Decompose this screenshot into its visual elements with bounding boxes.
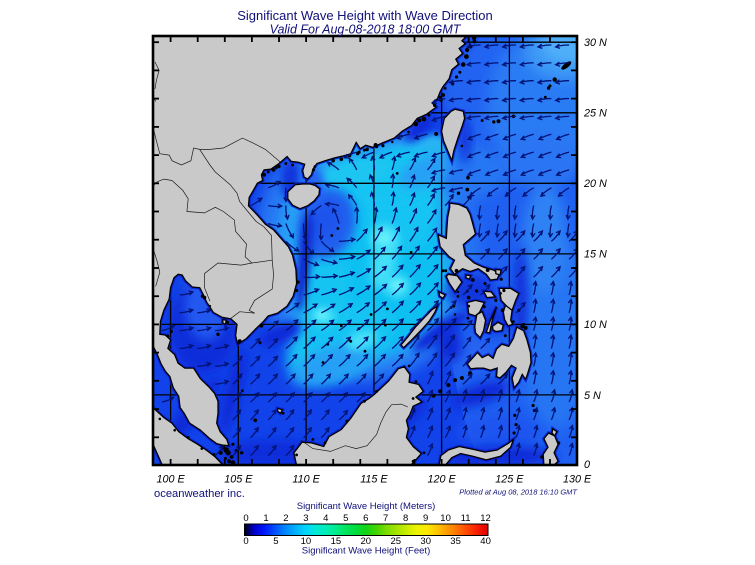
svg-text:6: 6 — [363, 513, 368, 524]
svg-text:25: 25 — [391, 536, 402, 547]
svg-text:40: 40 — [480, 536, 491, 547]
svg-text:8: 8 — [403, 513, 408, 524]
svg-text:7: 7 — [383, 513, 388, 524]
svg-text:5: 5 — [343, 513, 348, 524]
svg-text:Valid For Aug-08-2018 18:00 GM: Valid For Aug-08-2018 18:00 GMT — [270, 23, 462, 37]
svg-text:Significant Wave Height (Feet): Significant Wave Height (Feet) — [302, 546, 430, 557]
svg-text:25 N: 25 N — [583, 108, 607, 120]
svg-text:3: 3 — [303, 513, 308, 524]
svg-text:20: 20 — [361, 536, 372, 547]
svg-text:9: 9 — [423, 513, 428, 524]
svg-text:15: 15 — [331, 536, 342, 547]
svg-text:125 E: 125 E — [495, 474, 524, 486]
svg-text:105 E: 105 E — [224, 474, 253, 486]
svg-text:120 E: 120 E — [427, 474, 456, 486]
svg-text:oceanweather inc.: oceanweather inc. — [154, 488, 245, 500]
svg-text:0: 0 — [243, 536, 248, 547]
svg-text:2: 2 — [283, 513, 288, 524]
svg-text:1: 1 — [263, 513, 268, 524]
svg-text:Significant Wave Height with W: Significant Wave Height with Wave Direct… — [237, 8, 493, 23]
svg-text:5: 5 — [273, 536, 278, 547]
svg-text:4: 4 — [323, 513, 328, 524]
svg-text:11: 11 — [461, 513, 471, 524]
svg-text:0: 0 — [584, 459, 590, 471]
svg-text:Significant Wave Height (Meter: Significant Wave Height (Meters) — [297, 501, 436, 512]
svg-text:Plotted at Aug 08, 2018 16:10: Plotted at Aug 08, 2018 16:10 GMT — [459, 488, 578, 497]
svg-text:110 E: 110 E — [292, 474, 320, 486]
svg-text:10: 10 — [440, 513, 451, 524]
svg-text:10 N: 10 N — [584, 319, 607, 331]
svg-text:15 N: 15 N — [584, 249, 607, 261]
svg-text:5 N: 5 N — [584, 390, 601, 402]
svg-text:0: 0 — [243, 513, 248, 524]
svg-text:130 E: 130 E — [563, 474, 592, 486]
svg-text:10: 10 — [301, 536, 312, 547]
svg-text:30 N: 30 N — [584, 37, 607, 49]
svg-text:12: 12 — [480, 513, 491, 524]
svg-text:30: 30 — [420, 536, 431, 547]
svg-text:20 N: 20 N — [583, 178, 607, 190]
svg-text:35: 35 — [450, 536, 461, 547]
svg-text:115 E: 115 E — [360, 474, 388, 486]
svg-text:100 E: 100 E — [156, 474, 185, 486]
